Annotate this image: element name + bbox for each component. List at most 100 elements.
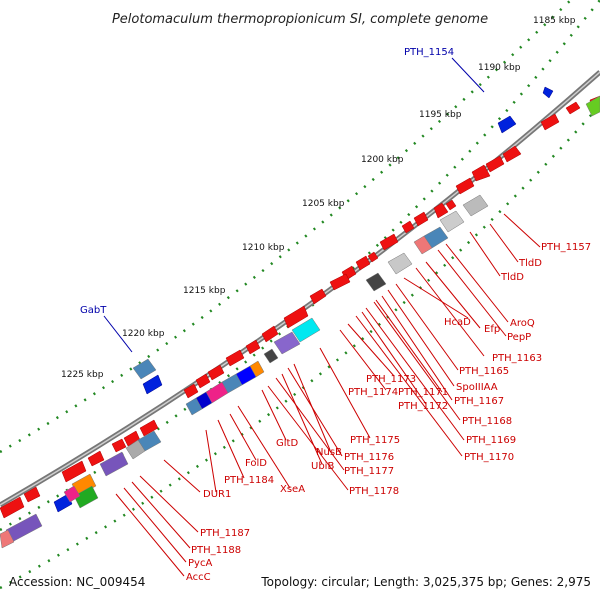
- gene-label[interactable]: PTH_1169: [466, 435, 516, 446]
- gene-arrow[interactable]: [445, 199, 457, 211]
- gene-label[interactable]: PTH_1173: [366, 374, 416, 385]
- gene-label[interactable]: PTH_1171: [398, 387, 448, 398]
- gene-arrow[interactable]: [309, 288, 327, 305]
- feature-block[interactable]: [462, 194, 489, 217]
- gene-label[interactable]: PTH_1175: [350, 435, 400, 446]
- gene-arrow[interactable]: [53, 493, 73, 513]
- gene-label[interactable]: PepP: [507, 332, 531, 343]
- tick-ring-inner: [0, 104, 600, 590]
- gene-label[interactable]: GltD: [276, 438, 298, 449]
- leader-line: [275, 377, 345, 471]
- gene-label[interactable]: GabT: [80, 305, 107, 316]
- gene-arrow[interactable]: [433, 202, 449, 219]
- gene-label[interactable]: PTH_1187: [200, 528, 250, 539]
- leader-line: [319, 347, 371, 439]
- feature-block[interactable]: [263, 348, 279, 364]
- leader-line: [361, 311, 427, 405]
- backbone-highlight: [0, 71, 600, 506]
- gene-label[interactable]: DUR1: [203, 489, 231, 500]
- feature-block[interactable]: [291, 317, 321, 343]
- gene-arrow[interactable]: [413, 211, 429, 227]
- gene-label[interactable]: FolD: [245, 458, 267, 469]
- gene-arrow[interactable]: [485, 155, 505, 173]
- gene-arrow[interactable]: [245, 339, 261, 355]
- gene-arrow[interactable]: [195, 373, 211, 389]
- gene-label[interactable]: PTH_1170: [464, 452, 514, 463]
- tick-label: 1195 kbp: [419, 110, 462, 120]
- gene-label[interactable]: PTH_1157: [541, 242, 591, 253]
- gene-arrow[interactable]: [111, 438, 127, 453]
- gene-arrow[interactable]: [183, 383, 199, 399]
- feature-block[interactable]: [0, 529, 15, 549]
- feature-block[interactable]: [125, 439, 146, 460]
- gene-label[interactable]: PTH_1165: [459, 366, 509, 377]
- feature-block[interactable]: [273, 331, 301, 355]
- gene-arrow[interactable]: [329, 273, 351, 291]
- gene-label[interactable]: PTH_1163: [492, 353, 542, 364]
- scale-labels: 1185 kbp 1190 kbp 1195 kbp 1200 kbp 1205…: [61, 16, 576, 380]
- tick-label: 1210 kbp: [242, 243, 285, 253]
- feature-block[interactable]: [185, 397, 203, 416]
- feature-block[interactable]: [365, 272, 387, 292]
- genome-backbone: [0, 70, 600, 508]
- gene-label[interactable]: PycA: [188, 558, 212, 569]
- feature-block[interactable]: [99, 451, 129, 477]
- feature-block[interactable]: [63, 485, 81, 503]
- gene-arrow[interactable]: [87, 450, 105, 467]
- gene-label[interactable]: NusB: [316, 447, 342, 458]
- gene-label[interactable]: AccC: [186, 572, 211, 583]
- gene-arrow[interactable]: [261, 325, 279, 343]
- gene-arrow[interactable]: [497, 115, 517, 134]
- gene-label[interactable]: PTH_1167: [454, 396, 504, 407]
- gene-label[interactable]: UbiB: [311, 461, 334, 472]
- gene-arrow[interactable]: [455, 177, 475, 195]
- gene-arrow[interactable]: [355, 255, 371, 271]
- leader-line: [437, 249, 507, 337]
- gene-label[interactable]: PTH_1176: [344, 452, 394, 463]
- gene-arrow[interactable]: [367, 251, 379, 263]
- gene-label[interactable]: SpoIIIAA: [456, 382, 498, 393]
- gene-arrow[interactable]: [142, 374, 163, 395]
- gene-arrow[interactable]: [471, 164, 491, 182]
- gene-label[interactable]: PTH_1168: [462, 416, 512, 427]
- gene-arrow[interactable]: [542, 86, 554, 99]
- gene-arrow[interactable]: [502, 145, 522, 163]
- gene-arrow[interactable]: [207, 364, 225, 381]
- gene-label[interactable]: PTH_1154: [404, 47, 454, 58]
- gene-label[interactable]: PTH_1174: [348, 387, 398, 398]
- leader-line: [503, 213, 541, 248]
- tick-label: 1190 kbp: [478, 63, 521, 73]
- feature-block[interactable]: [73, 485, 99, 509]
- gene-arrow[interactable]: [139, 419, 159, 437]
- gene-arrow[interactable]: [379, 233, 399, 251]
- leader-line: [381, 295, 453, 401]
- gene-label[interactable]: HcaD: [444, 317, 471, 328]
- gene-label[interactable]: PTH_1177: [344, 466, 394, 477]
- leader-line: [115, 493, 185, 577]
- gene-label[interactable]: PTH_1172: [398, 401, 448, 412]
- gene-label[interactable]: AroQ: [510, 318, 535, 329]
- gene-arrow[interactable]: [61, 460, 87, 483]
- gene-arrow[interactable]: [540, 113, 560, 131]
- gene-arrow[interactable]: [401, 220, 415, 234]
- gene-label[interactable]: Efp: [484, 324, 500, 335]
- gene-arrow[interactable]: [225, 349, 245, 367]
- feature-block[interactable]: [132, 358, 157, 380]
- gene-label[interactable]: XseA: [280, 484, 305, 495]
- gene-arrow[interactable]: [0, 496, 25, 519]
- feature-block[interactable]: [413, 235, 433, 255]
- gene-label[interactable]: TldD: [500, 272, 524, 283]
- gene-arrow[interactable]: [23, 486, 41, 503]
- leader-line: [347, 323, 395, 377]
- gene-label[interactable]: PTH_1178: [349, 486, 399, 497]
- gene-arrow[interactable]: [565, 101, 581, 115]
- gene-label[interactable]: PTH_1188: [191, 545, 241, 556]
- gene-arrow[interactable]: [283, 305, 309, 329]
- gene-label[interactable]: PTH_1184: [224, 475, 274, 486]
- gene-label[interactable]: TldD: [518, 258, 542, 269]
- feature-block[interactable]: [439, 210, 465, 233]
- feature-block[interactable]: [585, 95, 600, 117]
- feature-block[interactable]: [387, 252, 413, 275]
- leader-line: [261, 389, 287, 441]
